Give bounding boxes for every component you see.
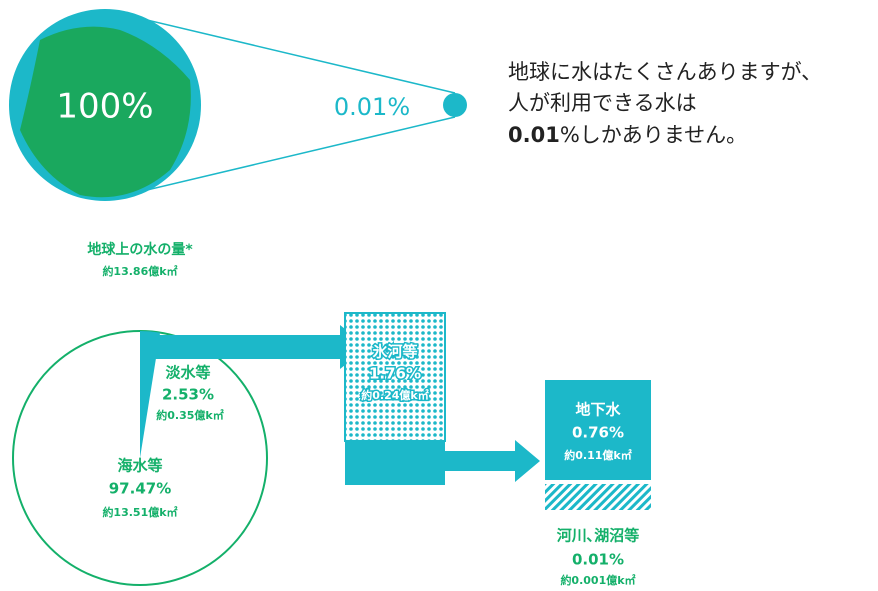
glacier-name: 氷河等 [372,343,417,361]
slice-amount: 約0.35億k㎡ [156,408,223,422]
intro-ending: %しかありません。 [560,123,747,147]
globe-group: 100% 0.01% [9,9,467,201]
usable-label: 0.01% [334,93,410,121]
usable-dot [443,93,467,117]
globe-label: 100% [56,87,153,127]
glacier-box: 氷河等 1.76% 約0.24億k㎡ [345,313,540,485]
slice-amount: 約13.51億k㎡ [102,505,177,519]
infographic: 100% 0.01% 地球に水はたくさんありますが、 人が利用できる水は 0.0… [0,0,878,591]
pie-group: 地球上の水の量* 約13.86億k㎡ 淡水等 2.53% 約0.35億k㎡ 海水… [13,241,368,585]
intro-line: 人が利用できる水は [508,91,697,115]
intro: 地球に水はたくさんありますが、 人が利用できる水は 0.01%しかありません。 [508,60,822,147]
fresh-area [345,441,445,485]
rivers-area [545,484,651,510]
slice-name: 海水等 [117,457,162,475]
slice-name: 淡水等 [165,364,210,382]
highlight: 0.01 [508,123,560,147]
rivers-label: 0.01% [572,551,624,569]
arrow [150,325,368,369]
rivers-name: 河川､湖沼等 [557,527,640,545]
glacier-amount: 約0.24億k㎡ [361,388,428,402]
groundwater-box: 地下水 0.76% 約0.11億k㎡ 河川､湖沼等 0.01% 約0.001億k… [545,380,651,587]
intro-line: 0.01%しかありません。 [508,123,747,147]
groundwater-amount: 約0.11億k㎡ [564,448,631,462]
slice-label: 2.53% [162,386,214,404]
pie-total: 約13.86億k㎡ [102,264,177,278]
groundwater-label: 0.76% [572,424,624,442]
rivers-amount: 約0.001億k㎡ [560,573,635,587]
intro-line: 地球に水はたくさんありますが、 [508,60,822,84]
glacier-label: 1.76% [369,365,421,383]
groundwater-name: 地下水 [575,401,621,419]
pie-title: 地球上の水の量* [87,241,193,258]
slice-label: 97.47% [109,480,171,498]
arrow [445,440,540,482]
